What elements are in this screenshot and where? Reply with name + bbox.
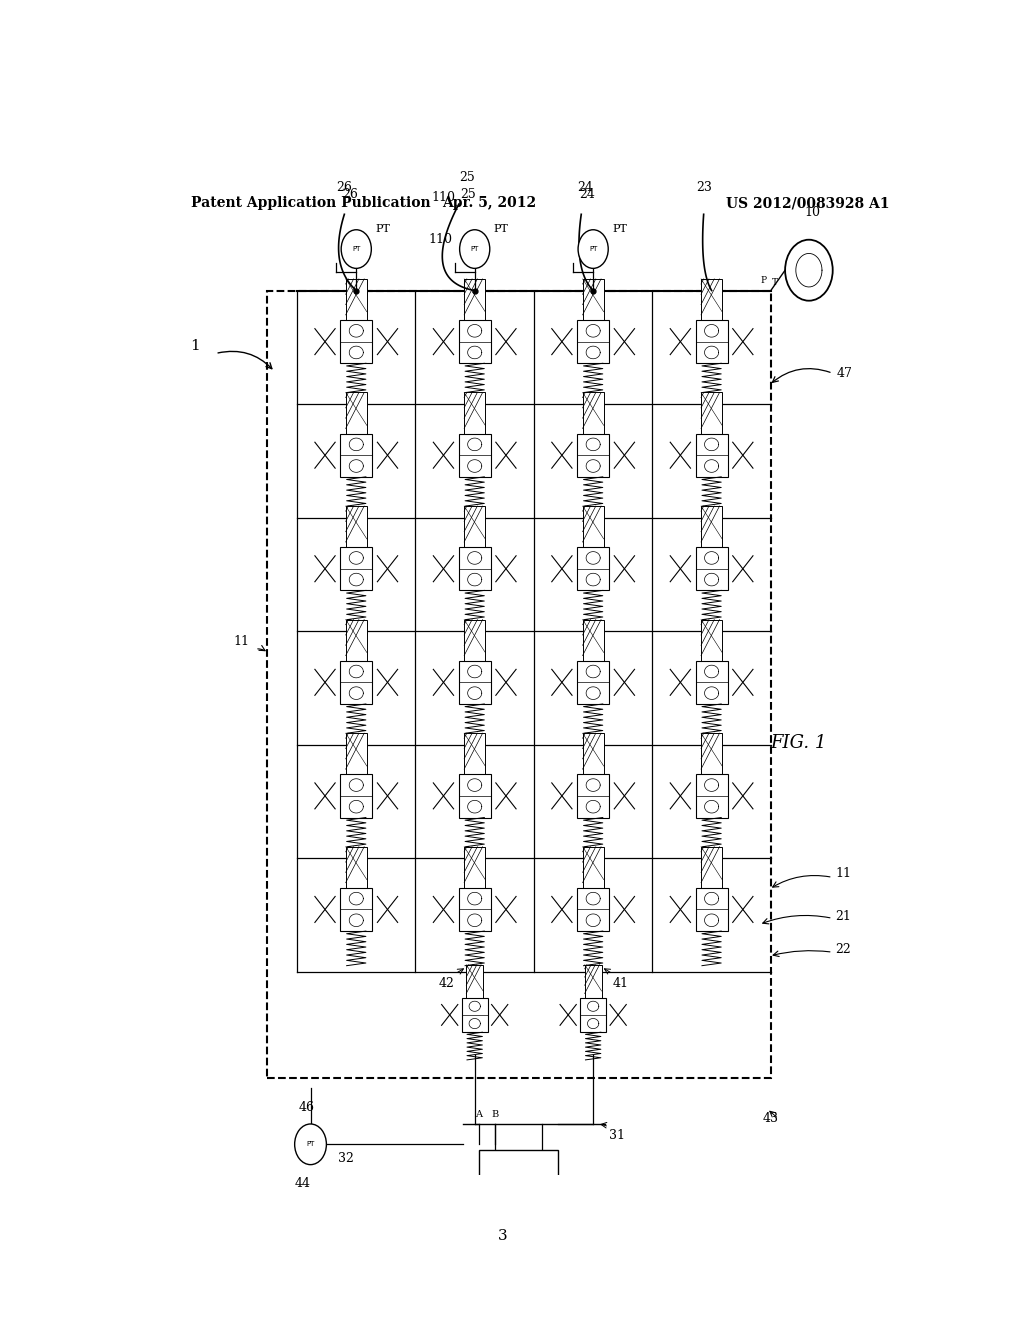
Bar: [346, 506, 367, 546]
Bar: [701, 619, 722, 661]
Text: 46: 46: [299, 1101, 314, 1114]
Text: 110: 110: [431, 191, 455, 205]
Bar: [340, 661, 373, 704]
Text: 42: 42: [439, 977, 455, 990]
Text: 44: 44: [295, 1177, 310, 1189]
Text: 22: 22: [836, 944, 851, 957]
Bar: [464, 619, 485, 661]
Text: B: B: [490, 1110, 498, 1119]
Bar: [462, 998, 487, 1032]
Text: 25: 25: [461, 189, 476, 201]
Circle shape: [579, 230, 608, 268]
Circle shape: [341, 230, 372, 268]
Text: 26: 26: [342, 189, 357, 201]
Text: 32: 32: [338, 1152, 354, 1166]
Text: T: T: [772, 279, 777, 288]
Text: FIG. 1: FIG. 1: [770, 734, 826, 752]
Text: PT: PT: [612, 223, 627, 234]
Text: PT: PT: [376, 223, 390, 234]
Bar: [340, 775, 373, 817]
Bar: [267, 290, 771, 1078]
Bar: [695, 888, 728, 931]
Bar: [346, 733, 367, 775]
Bar: [459, 775, 490, 817]
Bar: [583, 392, 604, 433]
Text: PT: PT: [589, 246, 597, 252]
Circle shape: [295, 1125, 327, 1164]
Bar: [459, 546, 490, 590]
Bar: [578, 775, 609, 817]
Bar: [464, 279, 485, 319]
Bar: [340, 546, 373, 590]
Bar: [585, 965, 601, 998]
Bar: [695, 546, 728, 590]
Text: Apr. 5, 2012: Apr. 5, 2012: [442, 195, 537, 210]
Text: 23: 23: [695, 181, 712, 194]
Text: 31: 31: [609, 1129, 625, 1142]
Bar: [578, 433, 609, 477]
Text: A: A: [475, 1110, 482, 1119]
Text: US 2012/0083928 A1: US 2012/0083928 A1: [726, 195, 890, 210]
Text: 3: 3: [498, 1229, 507, 1243]
Bar: [346, 619, 367, 661]
Text: 25: 25: [459, 170, 475, 183]
Bar: [340, 433, 373, 477]
Bar: [578, 546, 609, 590]
Bar: [466, 965, 483, 998]
Text: P: P: [761, 276, 767, 285]
Bar: [459, 433, 490, 477]
Bar: [340, 888, 373, 931]
Text: PT: PT: [352, 246, 360, 252]
Bar: [578, 319, 609, 363]
Text: PT: PT: [470, 246, 479, 252]
Text: 1: 1: [190, 339, 201, 354]
Bar: [701, 279, 722, 319]
Bar: [701, 392, 722, 433]
Bar: [340, 319, 373, 363]
Text: 43: 43: [763, 1113, 779, 1126]
Bar: [701, 506, 722, 546]
Bar: [583, 846, 604, 888]
Text: 21: 21: [836, 911, 851, 923]
Bar: [578, 888, 609, 931]
Bar: [346, 392, 367, 433]
Text: T: T: [515, 1166, 521, 1175]
Circle shape: [785, 240, 833, 301]
Bar: [478, 1151, 558, 1189]
Bar: [581, 998, 606, 1032]
Bar: [578, 661, 609, 704]
Bar: [346, 846, 367, 888]
Text: 26: 26: [337, 181, 352, 194]
Bar: [459, 661, 490, 704]
Text: PT: PT: [494, 223, 509, 234]
Bar: [695, 775, 728, 817]
Bar: [464, 506, 485, 546]
Text: PT: PT: [306, 1142, 314, 1147]
Text: 41: 41: [613, 977, 629, 990]
Bar: [695, 433, 728, 477]
Bar: [583, 279, 604, 319]
Text: 11: 11: [233, 635, 250, 648]
Text: 10: 10: [805, 206, 821, 219]
Bar: [464, 392, 485, 433]
Bar: [701, 846, 722, 888]
Text: 24: 24: [579, 189, 595, 201]
Bar: [701, 733, 722, 775]
Text: 24: 24: [578, 181, 593, 194]
Bar: [464, 846, 485, 888]
Text: 11: 11: [836, 867, 851, 880]
Bar: [464, 733, 485, 775]
Bar: [583, 619, 604, 661]
Bar: [695, 661, 728, 704]
Bar: [459, 888, 490, 931]
Bar: [583, 733, 604, 775]
Bar: [583, 506, 604, 546]
Text: Patent Application Publication: Patent Application Publication: [191, 195, 431, 210]
Text: 110: 110: [428, 232, 452, 246]
Circle shape: [460, 230, 489, 268]
Bar: [459, 319, 490, 363]
Text: 47: 47: [837, 367, 853, 380]
Bar: [346, 279, 367, 319]
Bar: [695, 319, 728, 363]
